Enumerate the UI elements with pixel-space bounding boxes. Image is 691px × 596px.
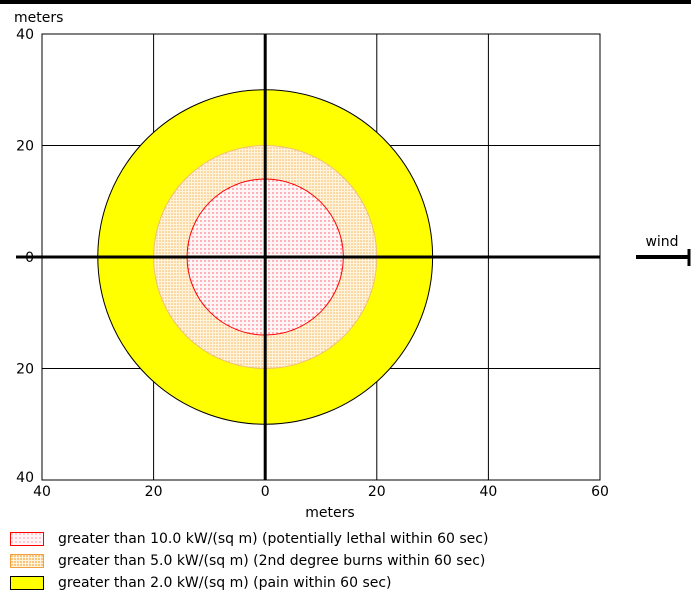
wind-label: wind bbox=[645, 234, 678, 250]
legend-label-burns: greater than 5.0 kW/(sq m) (2nd degree b… bbox=[58, 553, 486, 569]
x-axis-label: meters bbox=[305, 505, 354, 521]
threat-zone-chart: 40 20 0 20 40 60 40 20 0 20 40 meters meters wind bbox=[14, 10, 691, 521]
legend-swatch-pain bbox=[10, 576, 44, 590]
legend-item-burns: greater than 5.0 kW/(sq m) (2nd degree b… bbox=[10, 550, 488, 572]
legend-swatch-burns bbox=[10, 554, 44, 568]
x-tick-label: 20 bbox=[145, 484, 163, 500]
x-tick-label: 40 bbox=[479, 484, 497, 500]
y-axis-label: meters bbox=[14, 10, 63, 26]
y-tick-label: 40 bbox=[16, 470, 34, 486]
y-tick-label: 0 bbox=[25, 250, 34, 266]
top-rule bbox=[0, 0, 691, 4]
y-tick-label: 20 bbox=[16, 139, 34, 155]
legend-label-lethal: greater than 10.0 kW/(sq m) (potentially… bbox=[58, 531, 489, 547]
legend: greater than 10.0 kW/(sq m) (potentially… bbox=[10, 528, 488, 594]
legend-item-pain: greater than 2.0 kW/(sq m) (pain within … bbox=[10, 572, 488, 594]
y-tick-label: 20 bbox=[16, 362, 34, 378]
y-tick-label: 40 bbox=[16, 27, 34, 43]
x-tick-label: 60 bbox=[591, 484, 609, 500]
legend-item-lethal: greater than 10.0 kW/(sq m) (potentially… bbox=[10, 528, 488, 550]
wind-indicator: wind bbox=[636, 234, 691, 266]
legend-label-pain: greater than 2.0 kW/(sq m) (pain within … bbox=[58, 575, 392, 591]
legend-swatch-lethal bbox=[10, 532, 44, 546]
x-tick-label: 40 bbox=[33, 484, 51, 500]
x-tick-label: 0 bbox=[261, 484, 270, 500]
x-tick-label: 20 bbox=[368, 484, 386, 500]
